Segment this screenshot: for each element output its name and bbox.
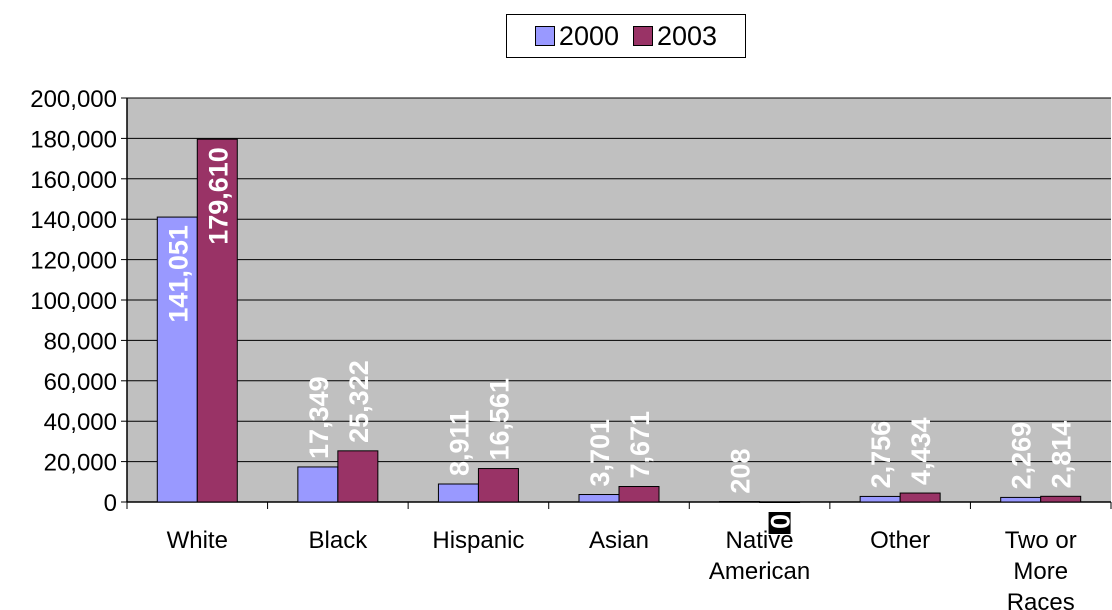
bar-2000-6 [1000,496,1042,503]
y-tick-label: 100,000 [30,288,117,315]
y-tick-label: 140,000 [30,207,117,234]
y-tick-label: 120,000 [30,248,117,275]
x-category-label: Native [726,527,794,554]
data-label-2000-3: 3,701 [585,419,615,487]
bar-2003-6 [1040,495,1082,503]
bar-2003-3 [618,486,660,503]
x-category-label: Hispanic [432,527,524,554]
chart-legend: 2000 2003 [506,14,746,58]
y-tick-label: 80,000 [44,328,117,355]
y-tick-label: 20,000 [44,450,117,477]
data-label-2000-2: 8,911 [444,410,474,476]
bar-2000-4 [719,501,761,503]
y-tick-label: 0 [104,490,117,517]
legend-swatch-2000 [534,26,555,46]
y-tick-label: 40,000 [44,409,117,436]
data-label-2000-1: 17,349 [304,376,334,459]
data-label-2003-1: 25,322 [344,360,374,443]
data-label-bg [768,512,791,534]
bar-2000-5 [859,495,901,503]
x-category-label: American [709,558,810,585]
y-tick-label: 60,000 [44,369,117,396]
data-label-2000-0: 141,051 [163,225,193,323]
bar-2003-2 [477,468,519,503]
legend-label-2003: 2003 [657,20,718,51]
data-label-2003-3: 7,671 [625,411,655,479]
x-category-label: Asian [589,527,649,554]
y-tick-label: 180,000 [30,126,117,153]
data-label-2003-6: 2,814 [1047,421,1077,489]
y-tick-label: 200,000 [30,86,117,113]
bar-2000-2 [437,483,479,503]
x-category-label: Two or [1005,527,1077,554]
y-tick-label: 160,000 [30,167,117,194]
data-label-2000-6: 2,269 [1007,422,1037,490]
x-category-label: Other [870,527,930,554]
bar-2003-1 [337,450,379,503]
bar-2000-3 [578,494,620,503]
data-label-2000-4: 208 [726,449,756,494]
legend-label-2000: 2000 [558,20,619,51]
bar-2003-5 [899,492,941,503]
data-label-2003-4: 0 [766,514,796,529]
x-category-label: White [167,527,228,554]
data-label-2003-0: 179,610 [203,147,233,245]
data-label-2003-5: 4,434 [906,417,936,485]
legend-item-2000: 2000 [534,20,619,52]
x-category-label: Black [309,527,369,554]
legend-swatch-2003 [633,26,653,46]
x-category-label: Races [1007,589,1075,610]
data-label-2000-5: 2,756 [866,421,896,489]
bar-2003-4 [759,501,801,503]
bar-2003-0 [196,138,238,503]
legend-item-2003: 2003 [633,21,717,52]
bar-2000-1 [297,466,339,503]
data-label-2003-2: 16,561 [484,378,514,461]
bar-2000-0 [156,216,198,503]
x-category-label: More [1013,558,1068,585]
